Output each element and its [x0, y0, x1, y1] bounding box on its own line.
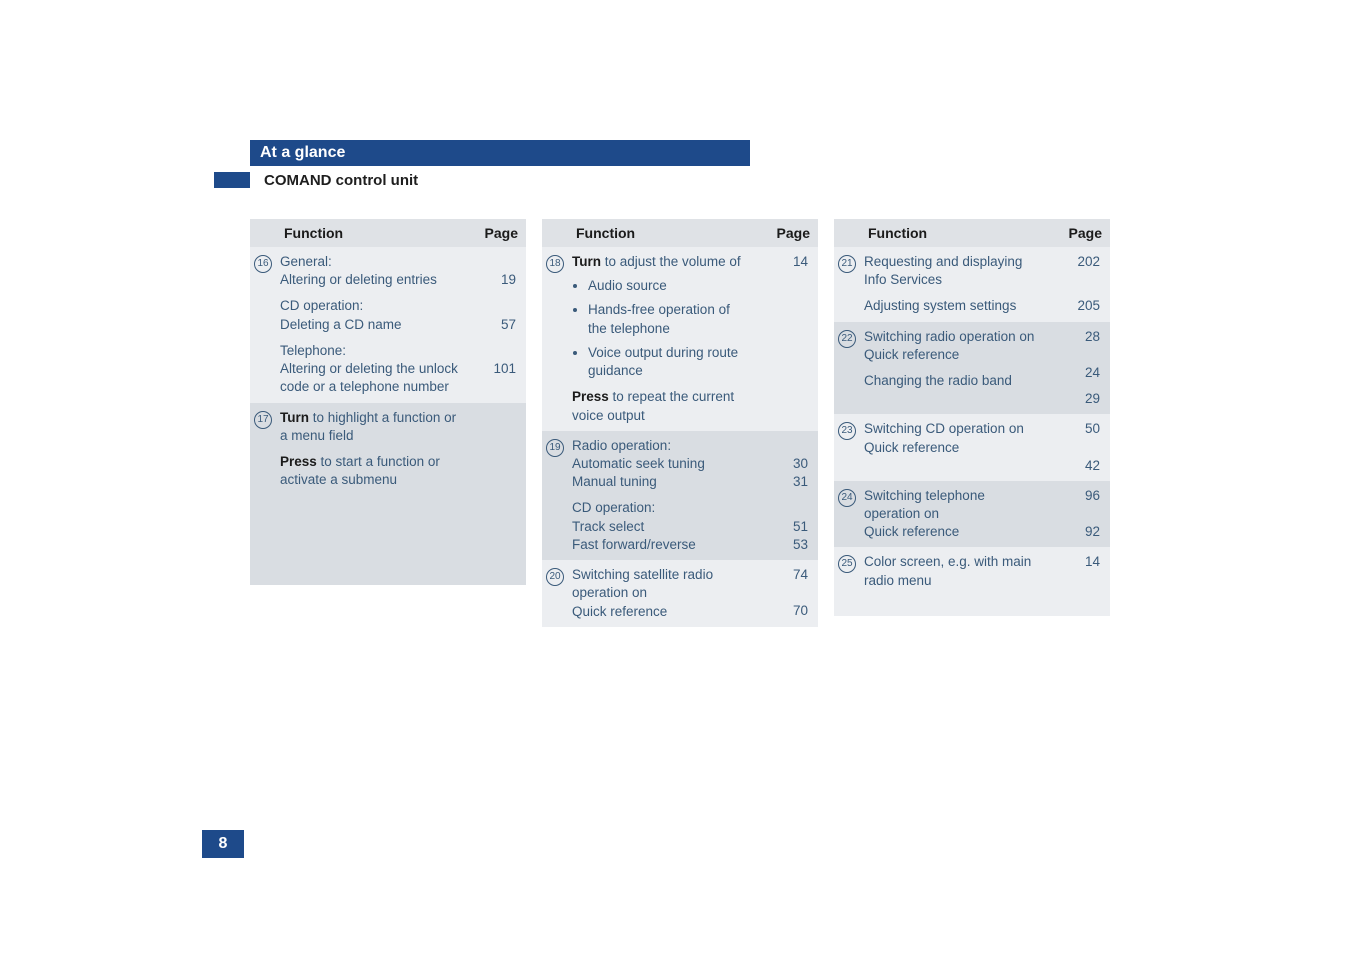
func-text: Adjusting system settings — [864, 297, 1042, 315]
func-text: Automatic seek tuning — [572, 455, 750, 473]
page-ref: 51 — [756, 518, 808, 536]
section-header: At a glance — [250, 140, 750, 166]
func-text: Track select — [572, 518, 750, 536]
col-header-page: Page — [1050, 219, 1110, 247]
list-item: Audio source — [588, 277, 750, 295]
table-row: 17 Turn to highlight a function or a men… — [250, 403, 526, 586]
column-1: Function Page 16 General: Altering or de… — [250, 219, 526, 627]
ref-num-icon: 17 — [254, 411, 272, 429]
func-text: Quick reference — [864, 346, 1042, 364]
func-text: Altering or deleting entries — [280, 271, 458, 289]
func-text: Switching radio operation on — [864, 328, 1042, 346]
ref-num-icon: 19 — [546, 439, 564, 457]
func-text: CD operation: — [280, 297, 458, 315]
ref-num-icon: 21 — [838, 255, 856, 273]
ref-num-icon: 24 — [838, 489, 856, 507]
page-ref: 14 — [1048, 553, 1100, 571]
func-text: Manual tuning — [572, 473, 750, 491]
page-number: 8 — [202, 830, 244, 858]
page-ref: 30 — [756, 455, 808, 473]
func-text: Quick reference — [572, 603, 750, 621]
table-header: Function Page — [250, 219, 526, 247]
func-text: General: — [280, 253, 458, 271]
func-text: Quick reference — [864, 439, 1042, 457]
table-row: 20 Switching satellite radio operation o… — [542, 560, 818, 627]
table-row: 24 Switching telephone operation on Quic… — [834, 481, 1110, 548]
table-row: 22 Switching radio operation on Quick re… — [834, 322, 1110, 415]
col-header-page: Page — [758, 219, 818, 247]
col-header-function: Function — [276, 219, 466, 247]
col-header-page: Page — [466, 219, 526, 247]
page-ref: 92 — [1048, 523, 1100, 541]
ref-num-icon: 25 — [838, 555, 856, 573]
func-text: Radio operation: — [572, 437, 750, 455]
func-text: Fast forward/reverse — [572, 536, 750, 554]
page-ref: 96 — [1048, 487, 1100, 505]
list-item: Voice output during route guidance — [588, 344, 750, 380]
func-text: Press to start a function or activate a … — [280, 453, 458, 489]
page-ref: 202 — [1048, 253, 1100, 271]
ref-num-icon: 18 — [546, 255, 564, 273]
page-ref: 57 — [464, 316, 516, 334]
column-2: Function Page 18 Turn to adjust the volu… — [542, 219, 818, 627]
page-ref: 28 — [1048, 328, 1100, 346]
table-row: 18 Turn to adjust the volume of Audio so… — [542, 247, 818, 431]
page-ref: 205 — [1048, 297, 1100, 315]
table-row: 21 Requesting and displaying Info Servic… — [834, 247, 1110, 322]
page-ref: 24 — [1048, 364, 1100, 382]
bullet-list: Audio source Hands-free operation of the… — [572, 277, 750, 380]
func-text: CD operation: — [572, 499, 750, 517]
column-3: Function Page 21 Requesting and displayi… — [834, 219, 1110, 627]
ref-num-icon: 23 — [838, 422, 856, 440]
page-ref: 70 — [756, 602, 808, 620]
table-row: 16 General: Altering or deleting entries… — [250, 247, 526, 403]
func-text: Changing the radio band — [864, 372, 1042, 390]
page-ref: 53 — [756, 536, 808, 554]
func-text: Turn to highlight a function or a menu f… — [280, 409, 458, 445]
page-ref: 101 — [464, 360, 516, 378]
col-header-function: Function — [860, 219, 1050, 247]
page-ref: 19 — [464, 271, 516, 289]
func-text: Switching CD operation on — [864, 420, 1042, 438]
page-ref: 42 — [1048, 457, 1100, 475]
table-row: 25 Color screen, e.g. with main radio me… — [834, 547, 1110, 615]
table-row: 19 Radio operation: Automatic seek tunin… — [542, 431, 818, 560]
func-text: Requesting and displaying Info Services — [864, 253, 1042, 289]
list-item: Hands-free operation of the telephone — [588, 301, 750, 337]
func-text: Quick reference — [864, 523, 1042, 541]
func-text: Deleting a CD name — [280, 316, 458, 334]
func-text: Color screen, e.g. with main radio menu — [864, 553, 1042, 589]
table-row: 23 Switching CD operation on Quick refer… — [834, 414, 1110, 480]
func-text: Press to repeat the current voice output — [572, 388, 750, 424]
page-ref: 50 — [1048, 420, 1100, 438]
func-text: Telephone: — [280, 342, 458, 360]
section-subheader: COMAND control unit — [250, 166, 1351, 195]
page-ref: 31 — [756, 473, 808, 491]
ref-num-icon: 22 — [838, 330, 856, 348]
table-header: Function Page — [542, 219, 818, 247]
col-header-function: Function — [568, 219, 758, 247]
page-ref: 74 — [756, 566, 808, 584]
func-text: Switching telephone operation on — [864, 487, 1042, 523]
table-header: Function Page — [834, 219, 1110, 247]
ref-num-icon: 16 — [254, 255, 272, 273]
page-ref: 14 — [756, 253, 808, 271]
func-text: Altering or deleting the unlock code or … — [280, 360, 458, 396]
func-text: Turn to adjust the volume of — [572, 253, 750, 271]
page-ref: 29 — [1048, 390, 1100, 408]
func-text: Switching satellite radio operation on — [572, 566, 750, 602]
ref-num-icon: 20 — [546, 568, 564, 586]
table-columns: Function Page 16 General: Altering or de… — [250, 219, 1351, 627]
